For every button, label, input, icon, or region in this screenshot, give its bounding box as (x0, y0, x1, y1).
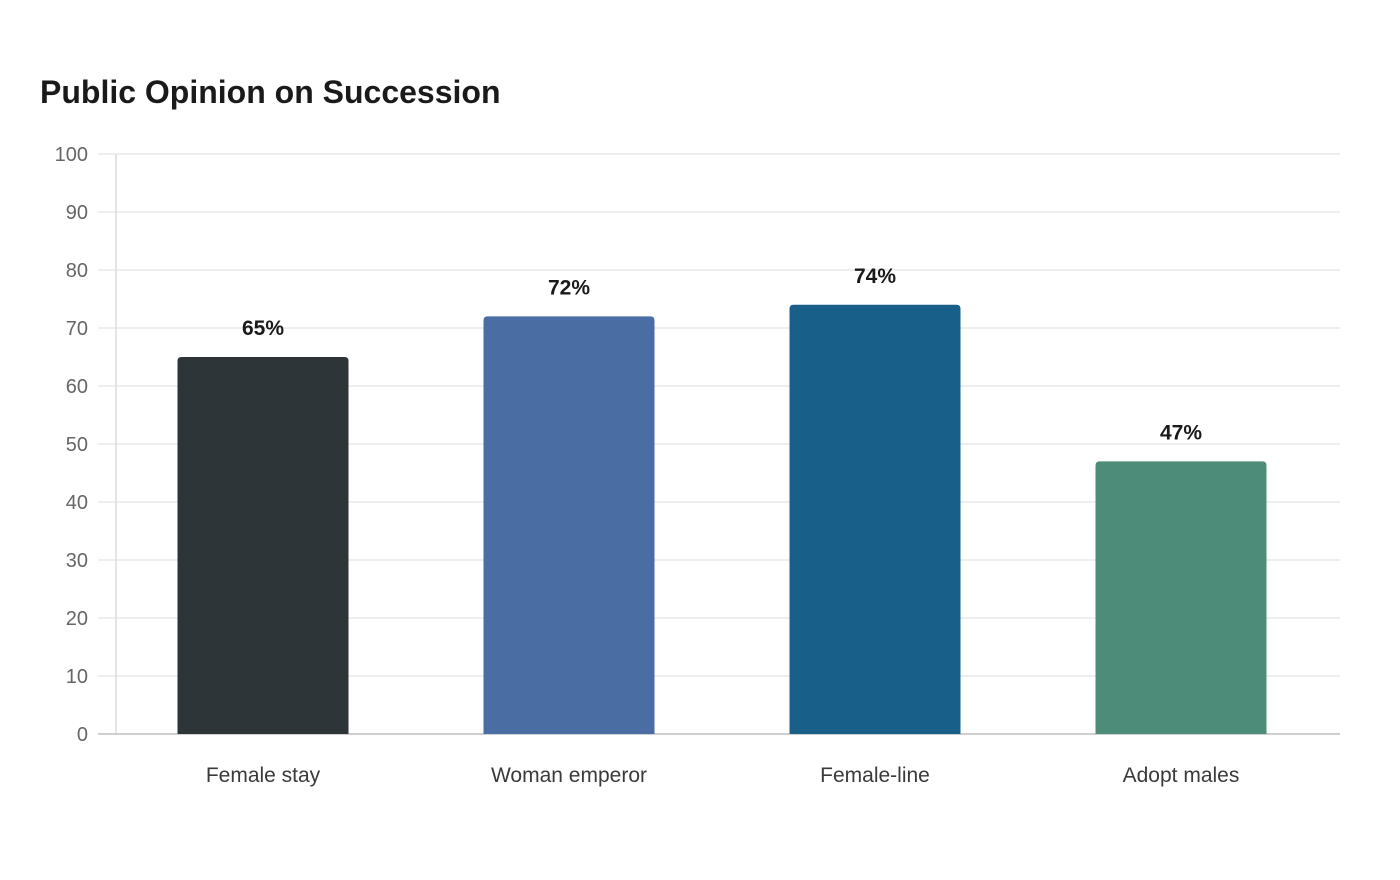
bar (483, 316, 655, 734)
bar-value-label: 47% (1160, 421, 1202, 444)
y-tick-label: 80 (66, 260, 88, 282)
bar (177, 357, 349, 734)
bars (177, 304, 1267, 734)
y-tick-label: 40 (66, 492, 88, 514)
y-tick-label: 70 (66, 318, 88, 340)
y-tick-label: 10 (66, 666, 88, 688)
bar-value-label: 72% (548, 276, 590, 299)
y-tick-label: 90 (66, 202, 88, 224)
y-tick-label: 60 (66, 376, 88, 398)
x-category-label: Woman emperor (491, 764, 647, 787)
x-category-label: Adopt males (1123, 764, 1240, 787)
y-tick-label: 0 (77, 724, 88, 746)
labels: 0 10 20 30 40 50 60 70 80 90 100 65% Female stay 72% W… (55, 144, 1240, 787)
y-tick-label: 50 (66, 434, 88, 456)
bar-value-label: 74% (854, 265, 896, 288)
y-tick-label: 20 (66, 608, 88, 630)
y-tick-label: 100 (55, 144, 88, 166)
y-tick-label: 30 (66, 550, 88, 572)
x-category-label: Female-line (820, 764, 930, 787)
x-category-label: Female stay (206, 764, 321, 787)
bar (789, 304, 961, 734)
bar (1095, 461, 1267, 734)
bar-value-label: 65% (242, 317, 284, 340)
chart-title: Public Opinion on Succession (40, 74, 501, 110)
